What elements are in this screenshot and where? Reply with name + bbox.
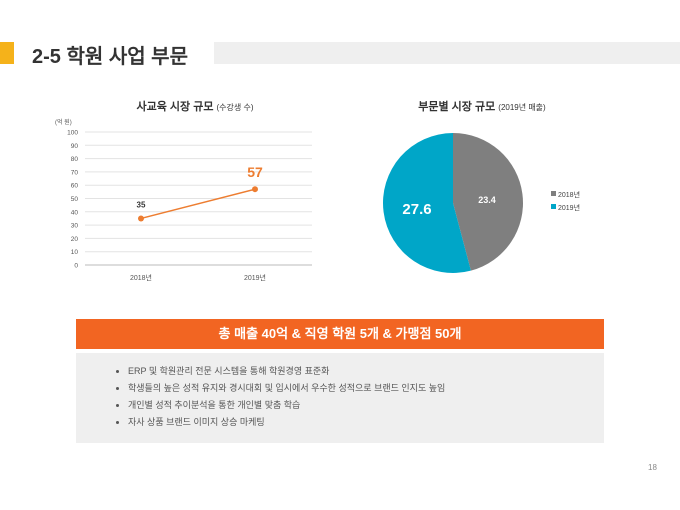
pie-data-label: 23.4: [478, 195, 496, 205]
pie-slice: [383, 133, 471, 273]
y-tick-label: 70: [71, 169, 79, 176]
y-tick-label: 10: [71, 249, 79, 256]
bullet-item: ERP 및 학원관리 전문 시스템을 통해 학원경영 표준화: [128, 363, 604, 380]
bullet-item: 자사 상품 브랜드 이미지 상승 마케팅: [128, 414, 604, 431]
data-label: 57: [247, 164, 263, 180]
series-line: [140, 188, 256, 220]
line-chart-title: 사교육 시장 규모 (수강생 수): [136, 99, 253, 113]
bullet-item: 학생들의 높은 성적 유지와 경시대회 및 입시에서 우수한 성적으로 브랜드 …: [128, 380, 604, 397]
pie-slice: [453, 133, 524, 271]
x-tick-label: 2018년: [130, 273, 152, 282]
y-tick-label: 60: [71, 183, 79, 190]
legend-swatch: [551, 191, 556, 196]
pie-chart-title: 부문별 시장 규모 (2019년 매출): [418, 99, 546, 113]
bullet-box: ERP 및 학원관리 전문 시스템을 통해 학원경영 표준화 학생들의 높은 성…: [76, 353, 604, 443]
legend-label: 2018년: [558, 190, 580, 199]
summary-banner: 총 매출 40억 & 직영 학원 5개 & 가맹점 50개: [76, 319, 604, 349]
y-tick-label: 80: [71, 156, 79, 163]
data-point: [138, 215, 144, 222]
y-axis-unit-label: (억 원): [55, 118, 72, 126]
y-tick-label: 100: [67, 130, 78, 137]
y-tick-label: 50: [71, 196, 79, 203]
y-tick-label: 40: [71, 209, 79, 216]
data-point: [252, 186, 258, 193]
y-tick-label: 90: [71, 143, 79, 150]
legend-swatch: [551, 204, 556, 209]
y-tick-label: 20: [71, 236, 79, 243]
legend-label: 2019년: [558, 203, 580, 212]
page-title: 2-5 학원 사업 부문: [32, 46, 188, 68]
title-bar-background: [214, 42, 680, 64]
data-label: 35: [137, 200, 146, 209]
page-number: 18: [648, 463, 657, 472]
bullet-item: 개인별 성적 추이분석을 통한 개인별 맞춤 학습: [128, 397, 604, 414]
pie-data-label: 27.6: [402, 201, 431, 218]
y-tick-label: 30: [71, 223, 79, 230]
x-tick-label: 2019년: [244, 273, 266, 282]
title-accent-bar: [0, 42, 14, 64]
y-tick-label: 0: [74, 263, 78, 270]
